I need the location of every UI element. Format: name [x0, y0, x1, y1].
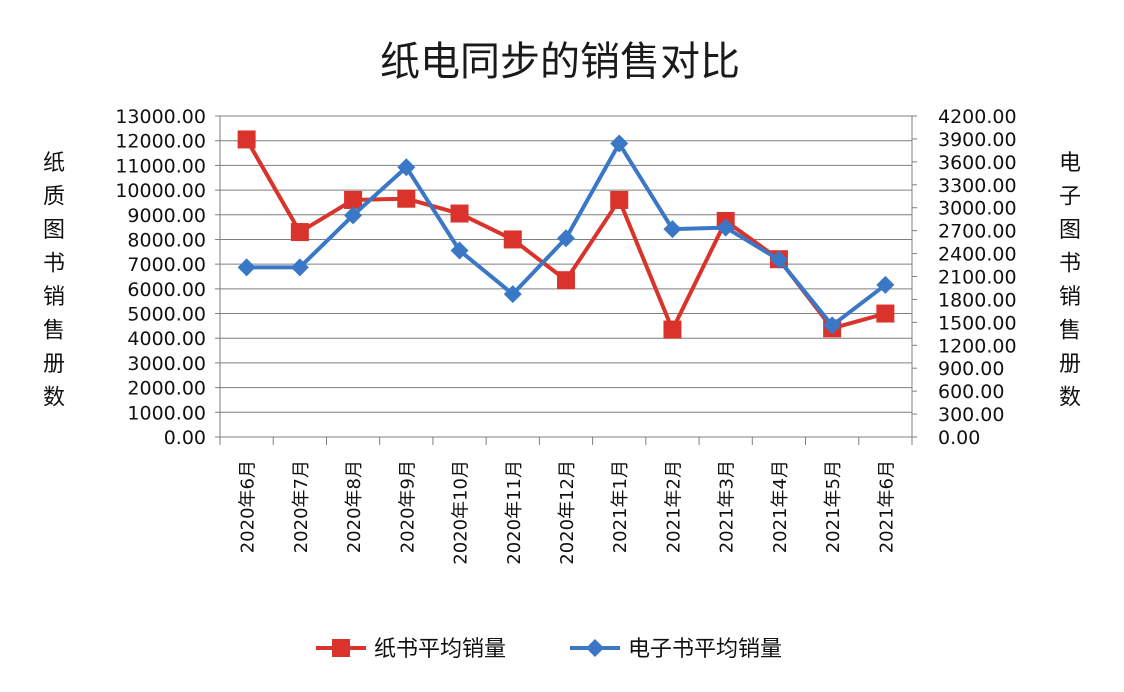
series-lines — [237, 130, 895, 339]
y2-tick-label: 2400.00 — [938, 244, 1017, 266]
y-tick-label: 13000.00 — [115, 106, 206, 128]
y2-tick-label: 3000.00 — [938, 198, 1017, 220]
data-point-diamond — [769, 250, 788, 269]
left-y-axis-title: 纸质图书销售册数 — [43, 151, 65, 411]
y2-tick-label: 1200.00 — [938, 335, 1017, 357]
y-tick-label: 10000.00 — [115, 180, 206, 202]
y-tick-label: 8000.00 — [127, 229, 206, 251]
y-axis-title: 纸质图书销售册数 — [43, 151, 65, 411]
y2-axis-title: 电子图书销售册数 — [1059, 151, 1081, 411]
y2-tick-label: 1500.00 — [938, 312, 1017, 334]
data-point-diamond — [610, 134, 629, 153]
data-point-diamond — [823, 316, 842, 335]
legend-label: 纸书平均销量 — [374, 637, 506, 662]
data-point-diamond — [237, 258, 256, 277]
data-point-square — [290, 223, 309, 242]
legend-marker-square — [332, 639, 350, 657]
data-point-diamond — [663, 220, 682, 239]
x-category-label: 2020年7月 — [291, 460, 312, 553]
y2-tick-label: 900.00 — [938, 358, 1004, 380]
y-tick-label: 1000.00 — [127, 402, 206, 424]
data-point-diamond — [397, 158, 416, 177]
y2-tick-label: 600.00 — [938, 381, 1004, 403]
right-y-tick-labels: 0.00300.00600.00900.001200.001500.001800… — [938, 106, 1017, 449]
legend-item-1: 纸书平均销量 — [316, 637, 506, 662]
x-category-label: 2020年11月 — [504, 460, 525, 565]
x-category-labels: 2020年6月 2020年7月 2020年8月 2020年9月 2020年10月 2020… — [238, 460, 898, 565]
x-category-label: 2020年10月 — [451, 460, 472, 565]
y2-tick-label: 1800.00 — [938, 289, 1017, 311]
y2-tick-label: 0.00 — [938, 427, 980, 449]
y-tick-label: 0.00 — [164, 427, 206, 449]
y2-tick-label: 300.00 — [938, 404, 1004, 426]
x-category-label: 2020年8月 — [344, 460, 365, 553]
chart-title: 纸电同步的销售对比 — [380, 39, 740, 85]
data-point-diamond — [450, 241, 469, 260]
gridlines — [220, 115, 912, 413]
x-category-label: 2020年12月 — [557, 460, 578, 565]
y2-tick-label: 3300.00 — [938, 175, 1017, 197]
data-point-diamond — [716, 218, 735, 237]
legend-marker-diamond — [586, 639, 604, 657]
x-category-label: 2021年2月 — [663, 460, 684, 553]
data-point-square — [397, 189, 416, 208]
y2-tick-label: 3900.00 — [938, 129, 1017, 151]
data-point-square — [450, 204, 469, 223]
data-point-diamond — [290, 258, 309, 277]
data-point-square — [557, 271, 575, 290]
series-2 — [237, 134, 895, 335]
data-point-square — [344, 190, 363, 209]
data-point-square — [237, 130, 256, 149]
x-category-label: 2020年6月 — [238, 460, 259, 553]
y-tick-label: 12000.00 — [115, 131, 206, 153]
data-point-diamond — [557, 229, 575, 248]
y2-tick-label: 2100.00 — [938, 267, 1017, 289]
data-point-square — [610, 190, 629, 209]
x-category-label: 2021年6月 — [876, 460, 897, 553]
data-point-diamond — [876, 275, 895, 294]
x-category-label: 2021年3月 — [717, 460, 738, 553]
y-tick-label: 11000.00 — [115, 155, 206, 177]
data-point-square — [663, 320, 682, 339]
data-point-diamond — [503, 285, 522, 304]
x-category-label: 2021年4月 — [770, 460, 791, 553]
y-tick-label: 4000.00 — [127, 328, 206, 350]
y-tick-label: 3000.00 — [127, 353, 206, 375]
y-tick-label: 9000.00 — [127, 205, 206, 227]
x-category-label: 2020年9月 — [397, 460, 418, 553]
x-category-label: 2021年1月 — [610, 460, 631, 553]
right-y-axis-title: 电子图书销售册数 — [1059, 151, 1081, 411]
y-tick-label: 7000.00 — [127, 254, 206, 276]
y2-tick-label: 2700.00 — [938, 221, 1017, 243]
y2-tick-label: 4200.00 — [938, 106, 1017, 128]
legend: 纸书平均销量 电子书平均销量 — [316, 637, 782, 662]
legend-item-2: 电子书平均销量 — [570, 637, 782, 662]
y2-tick-label: 3600.00 — [938, 152, 1017, 174]
y-tick-label: 2000.00 — [127, 378, 206, 400]
data-point-square — [876, 304, 895, 323]
data-point-square — [503, 230, 522, 249]
x-category-label: 2021年5月 — [823, 460, 844, 553]
y-tick-label: 5000.00 — [127, 304, 206, 326]
axes — [215, 115, 917, 445]
data-point-diamond — [344, 206, 363, 225]
legend-label: 电子书平均销量 — [628, 637, 782, 662]
y-tick-label: 6000.00 — [127, 279, 206, 301]
